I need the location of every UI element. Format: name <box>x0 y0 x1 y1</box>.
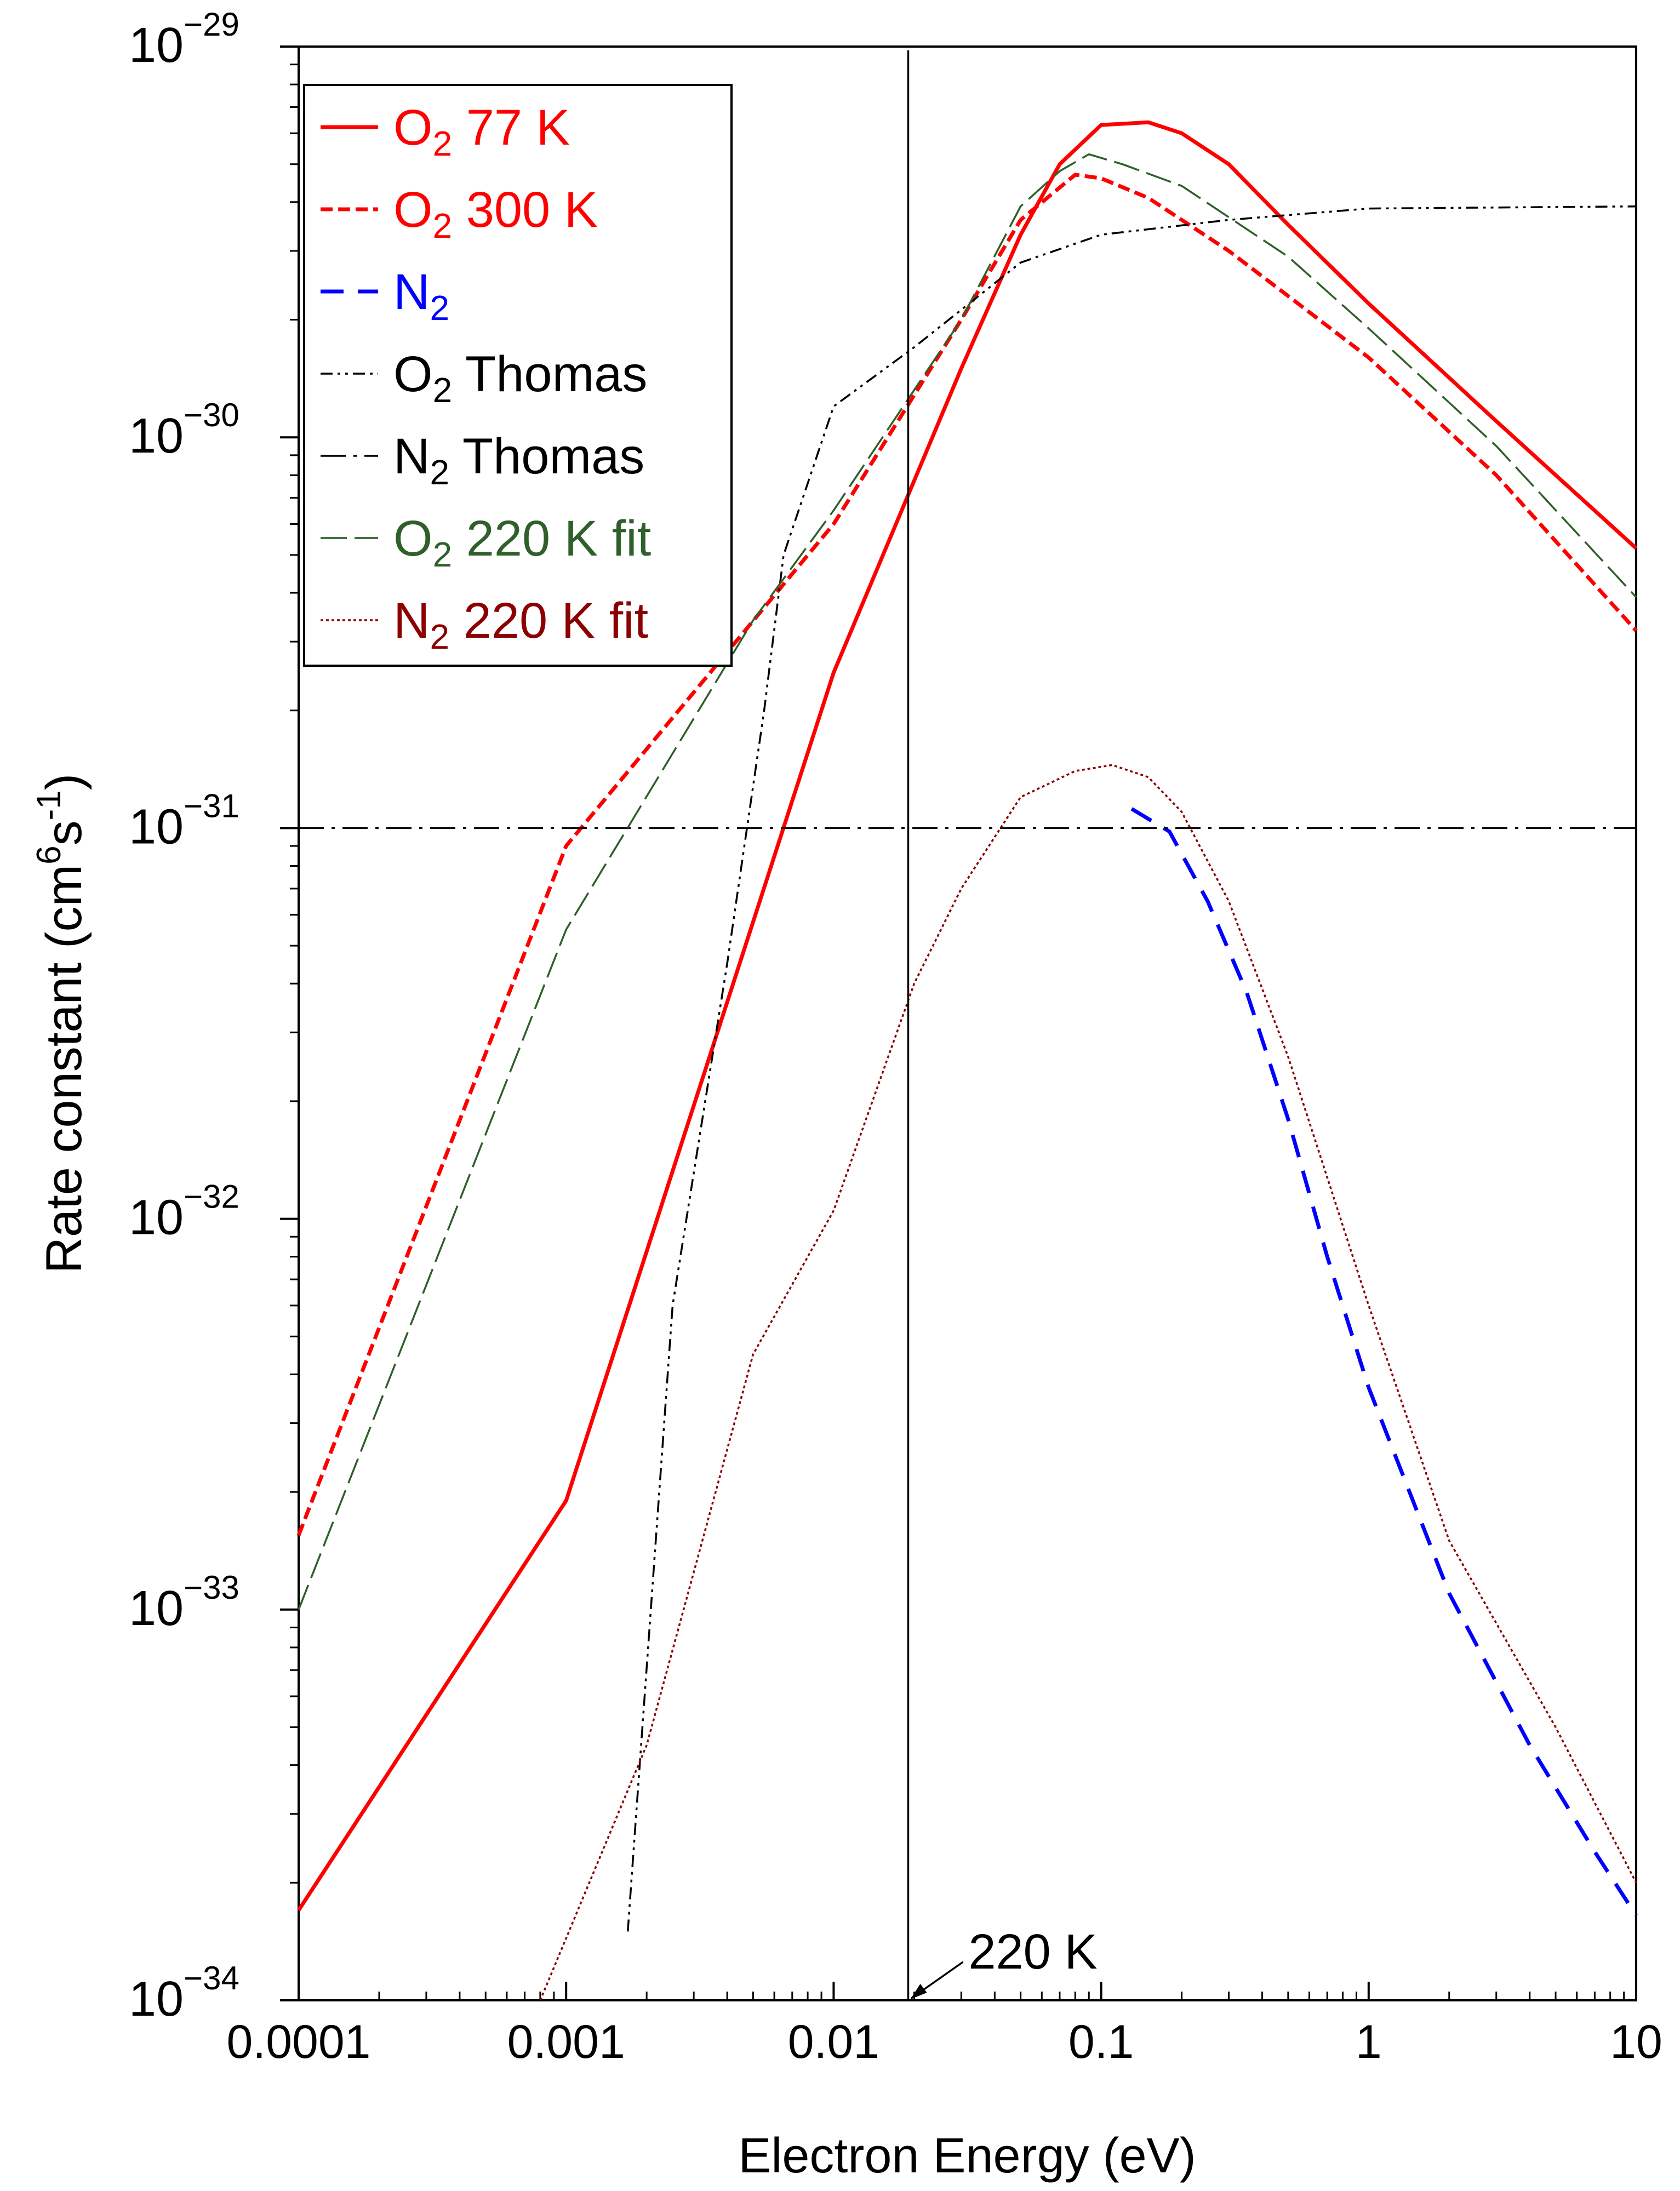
series-line-o2-thomas <box>626 205 1637 1932</box>
legend-label-o2-77-k: O2 77 K <box>393 100 570 163</box>
y-tick-exponent: −29 <box>184 6 239 43</box>
y-tick-label: 10−33 <box>129 1569 239 1636</box>
annotations: 220 K <box>907 50 1098 2000</box>
annotation-220k: 220 K <box>968 1925 1097 1980</box>
x-tick-label: 10 <box>1610 2016 1662 2068</box>
y-axis-label-main: Rate constant (cm <box>36 865 92 1274</box>
legend-label-n2-thomas: N2 Thomas <box>393 428 644 492</box>
y-tick-exponent: −31 <box>184 787 239 824</box>
legend-label-n2: N2 <box>393 264 449 328</box>
x-tick-label: 0.001 <box>507 2016 625 2068</box>
x-tick-label: 0.01 <box>788 2016 879 2068</box>
annotation-arrow-head <box>910 1984 927 1999</box>
axis-ticks: 0.0001 0.001 0.01 0.1 1 1010−3410−3310−3210−3… <box>129 6 1662 2068</box>
y-axis-label-sup1: 6 <box>30 845 68 864</box>
legend-box <box>303 84 733 667</box>
y-tick-label: 10−30 <box>129 397 239 464</box>
y-axis-label: Rate constant (cm6s-1) <box>30 774 92 1274</box>
svg-text:Rate constant (cm6s-1): Rate constant (cm6s-1) <box>30 774 92 1274</box>
legend-label-o2-220-k-fit: O2 220 K fit <box>393 511 651 574</box>
y-axis-label-mid: s <box>36 820 92 845</box>
y-tick-base: 10 <box>129 799 184 854</box>
y-tick-label: 10−31 <box>129 787 239 854</box>
legend-label-o2-300-k: O2 300 K <box>393 182 598 245</box>
series-line-o2-220-k-fit <box>298 153 1637 1610</box>
legend: O2 77 K O2 300 K N2 O2 Thomas N2 Thomas O2 22… <box>303 84 733 667</box>
y-tick-exponent: −33 <box>184 1569 239 1606</box>
series-line-o2-300-k <box>296 173 1638 1536</box>
x-tick-label: 0.0001 <box>226 2016 370 2068</box>
series-line-n2-220-k-fit <box>539 764 1637 2001</box>
series-line-n2 <box>1130 807 1638 1917</box>
y-tick-base: 10 <box>129 18 184 73</box>
legend-label-o2-thomas: O2 Thomas <box>393 346 647 410</box>
y-tick-base: 10 <box>129 409 184 464</box>
series-line-o2-77-k <box>297 120 1638 1912</box>
y-tick-base: 10 <box>129 1581 184 1636</box>
data-series <box>296 120 1638 2001</box>
y-tick-exponent: −34 <box>184 1960 239 1997</box>
y-tick-label: 10−29 <box>129 6 239 73</box>
y-tick-exponent: −32 <box>184 1179 239 1215</box>
y-tick-label: 10−32 <box>129 1179 239 1245</box>
y-tick-base: 10 <box>129 1972 184 2027</box>
x-tick-label: 0.1 <box>1068 2016 1134 2068</box>
y-tick-label: 10−34 <box>129 1960 239 2027</box>
y-axis-label-end: ) <box>36 774 92 791</box>
y-tick-base: 10 <box>129 1191 184 1245</box>
x-axis-label: Electron Energy (eV) <box>738 2129 1196 2183</box>
legend-label-n2-220-k-fit: N2 220 K fit <box>393 593 648 656</box>
x-tick-label: 1 <box>1356 2016 1382 2068</box>
y-axis-label-sup2: -1 <box>30 790 68 820</box>
y-tick-exponent: −30 <box>184 397 239 433</box>
